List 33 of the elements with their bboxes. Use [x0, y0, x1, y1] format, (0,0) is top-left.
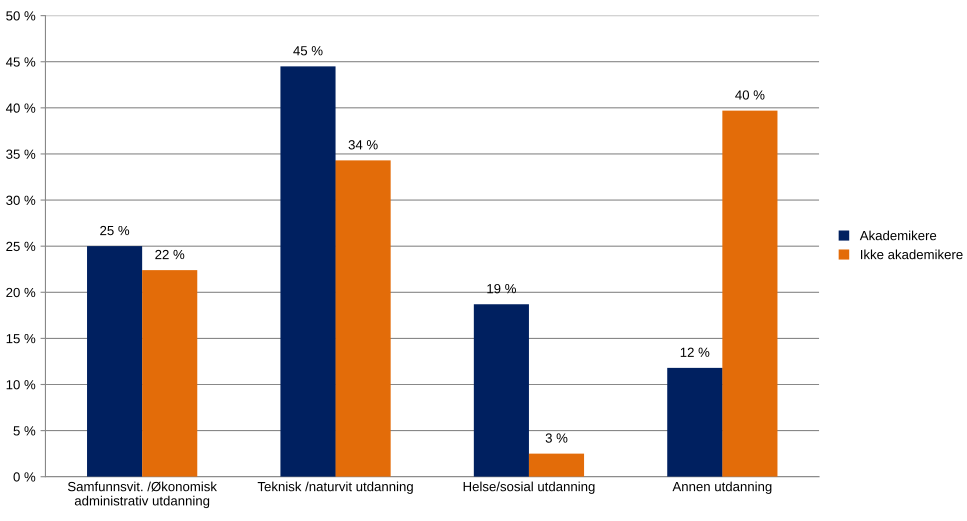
x-tick-label: Annen utdanning — [672, 482, 772, 494]
data-label: 25 % — [100, 226, 130, 236]
y-tick-label: 0 % — [14, 472, 36, 482]
bar — [280, 66, 336, 477]
y-tick-label: 10 % — [6, 380, 36, 390]
x-tick-label: Samfunnsvit. /Økonomisk administrativ utdanning — [68, 482, 217, 508]
y-tick-label: 40 % — [6, 103, 36, 113]
data-label: 22 % — [155, 250, 184, 260]
y-tick-label: 35 % — [6, 150, 36, 159]
y-tick-label: 20 % — [6, 288, 36, 298]
bar — [336, 160, 391, 477]
y-tick-label: 30 % — [6, 196, 36, 205]
x-tick-label: Teknisk /naturvit utdanning — [258, 482, 413, 494]
y-tick-label: 45 % — [6, 57, 36, 67]
x-tick-label: Helse/sosial utdanning — [464, 482, 594, 494]
y-tick-label: 15 % — [6, 334, 36, 344]
y-tick-label: 25 % — [6, 242, 36, 252]
bar — [474, 304, 529, 477]
legend-label: Ikke akademikere — [860, 250, 963, 260]
legend-label: Akademikere — [860, 230, 936, 240]
data-label: 40 % — [735, 90, 764, 100]
bar — [87, 246, 142, 477]
y-tick-label: 5 % — [14, 426, 36, 436]
bar — [142, 270, 198, 477]
bar — [722, 110, 778, 477]
y-tick-label: 50 % — [6, 11, 36, 21]
data-label: 12 % — [680, 348, 710, 357]
data-label: 45 % — [293, 46, 323, 56]
bar — [667, 368, 722, 477]
data-label: 3 % — [546, 433, 568, 443]
data-label: 34 % — [348, 140, 378, 150]
bar — [528, 454, 584, 477]
data-label: 19 % — [487, 284, 516, 294]
